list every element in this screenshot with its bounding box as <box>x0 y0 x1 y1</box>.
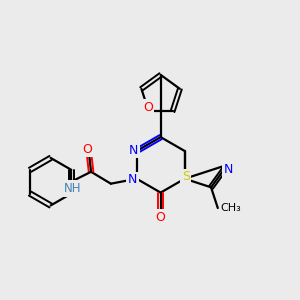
Text: N: N <box>224 163 233 176</box>
Text: O: O <box>143 101 153 114</box>
Text: N: N <box>128 173 137 186</box>
Text: N: N <box>129 143 138 157</box>
Text: S: S <box>182 170 190 183</box>
Text: O: O <box>82 142 92 155</box>
Text: NH: NH <box>64 182 81 195</box>
Text: CH₃: CH₃ <box>221 203 242 213</box>
Text: O: O <box>156 211 166 224</box>
